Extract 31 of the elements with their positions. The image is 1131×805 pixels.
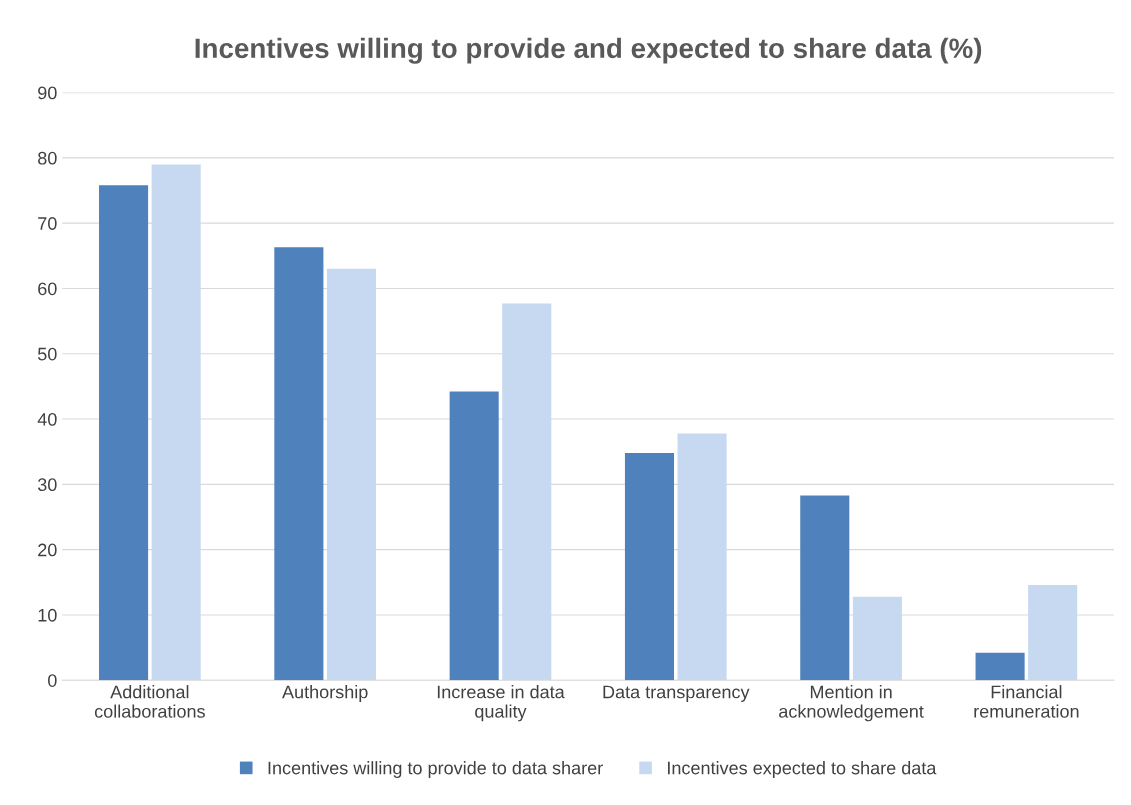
legend-label: Incentives expected to share data — [668, 761, 937, 778]
chart-title: Incentives willing to provide and expected to share data (%) — [195, 37, 982, 64]
y-tick-label: 60 — [38, 282, 57, 296]
bar — [326, 268, 376, 681]
bar — [151, 164, 201, 681]
bar — [99, 185, 149, 681]
bar — [975, 652, 1025, 681]
bar — [449, 391, 499, 681]
y-tick-label: 10 — [38, 608, 57, 622]
bar — [677, 433, 727, 681]
y-tick-label: 40 — [37, 412, 57, 426]
x-tick-label: Increase in data quality — [437, 685, 565, 722]
x-tick-label: Mention in acknowledgement — [779, 685, 924, 722]
x-tick-label: Financial remuneration — [974, 685, 1079, 718]
y-tick-label: 30 — [37, 478, 57, 492]
legend-label: Incentives willing to provide to data sharer — [268, 761, 603, 778]
bar — [502, 303, 552, 681]
x-tick-label: Additional collaborations — [94, 685, 205, 718]
y-tick-label: 0 — [48, 674, 57, 687]
y-tick-label: 20 — [38, 543, 57, 557]
y-tick-label: 90 — [38, 86, 57, 100]
y-tick-label: 50 — [37, 347, 57, 361]
bar — [1028, 584, 1078, 681]
bar — [800, 495, 850, 681]
x-tick-label: Authorship — [282, 685, 368, 702]
x-tick-label: Data transparency — [603, 685, 750, 702]
y-tick-label: 70 — [38, 217, 57, 230]
bar — [274, 247, 324, 681]
y-tick-label: 80 — [38, 151, 57, 165]
bar — [852, 596, 902, 681]
bar — [624, 453, 675, 681]
